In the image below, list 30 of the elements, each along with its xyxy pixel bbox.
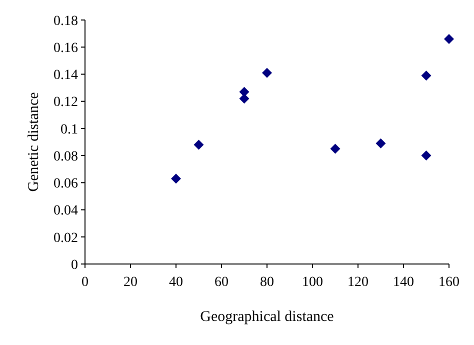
point (376, 138, 386, 148)
y-tick-label: 0.1 (60, 122, 78, 138)
x-tick-label: 100 (302, 275, 323, 290)
x-tick-label: 60 (214, 275, 228, 290)
point (444, 34, 454, 44)
x-tick-label: 0 (82, 275, 88, 290)
x-tick-label: 120 (348, 275, 368, 290)
point (330, 144, 340, 154)
y-axis-title: Genetic distance (26, 92, 42, 192)
point (421, 70, 432, 81)
y-tick-label: 0.08 (54, 149, 78, 164)
point (262, 68, 272, 78)
y-tick-label: 0.12 (54, 95, 78, 110)
y-tick-label: 0.18 (54, 14, 78, 29)
y-tick-label: 0.04 (54, 204, 78, 219)
y-tick-label: 0.02 (54, 230, 78, 246)
x-tick-label: 140 (393, 275, 414, 290)
point (421, 150, 432, 161)
y-tick-label: 0.14 (54, 68, 78, 84)
x-tick-label: 80 (260, 275, 274, 290)
y-tick-label: 0 (71, 258, 78, 273)
point (194, 140, 204, 150)
x-tick-label: 160 (438, 275, 460, 290)
x-tick-label: 20 (124, 275, 138, 290)
y-tick-label: 0.16 (54, 41, 78, 56)
point (239, 94, 250, 104)
y-tick-label: 0.06 (54, 176, 78, 192)
point (171, 174, 181, 184)
x-tick-label: 40 (169, 275, 183, 290)
x-axis-title: Geographical distance (200, 309, 334, 325)
